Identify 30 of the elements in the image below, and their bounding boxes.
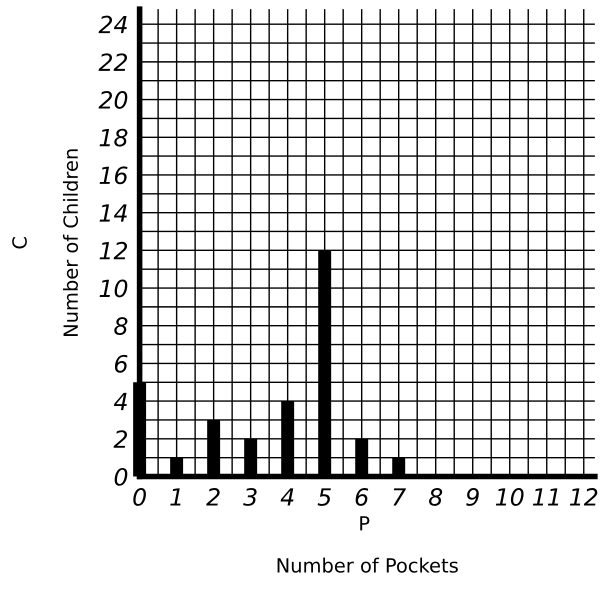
x-tick-label: 0 xyxy=(133,488,146,506)
text: P xyxy=(360,516,370,530)
y-tick-label: 8 xyxy=(114,317,128,336)
y-tick-label: 24 xyxy=(98,16,127,34)
x-tick-label: 8 xyxy=(428,488,442,506)
x-tick-label: 5 xyxy=(318,488,331,506)
y-tick-label: 20 xyxy=(98,91,128,109)
y-axis-title: Number of Children xyxy=(62,149,78,336)
x-tick-label: 12 xyxy=(570,488,598,506)
y-tick-label: 16 xyxy=(100,166,128,184)
x-axis-title: Number of Pockets xyxy=(278,558,458,573)
x-tick-label: 10 xyxy=(496,488,524,506)
x-tick-label: 7 xyxy=(393,488,406,506)
x-tick-label: 9 xyxy=(466,488,479,506)
text: C xyxy=(12,237,27,248)
x-tick-label: 11 xyxy=(532,488,558,506)
y-tick-label: 6 xyxy=(114,354,128,373)
x-tick-label: 3 xyxy=(243,488,257,506)
x-tick-label: 6 xyxy=(356,488,368,506)
y-tick-label: 10 xyxy=(100,279,128,298)
y-tick-label: 2 xyxy=(114,430,128,448)
y-tick-label: 4 xyxy=(114,392,127,410)
x-tick-label: 1 xyxy=(170,488,181,506)
y-tick-label: 12 xyxy=(100,242,128,260)
y-tick-label: 14 xyxy=(100,204,127,222)
x-tick-label: 2 xyxy=(206,488,220,506)
x-tick-label: 4 xyxy=(280,488,294,506)
y-tick-label: 22 xyxy=(98,53,128,71)
y-tick-label: 18 xyxy=(100,128,128,147)
y-tick-label: 0 xyxy=(114,468,128,486)
